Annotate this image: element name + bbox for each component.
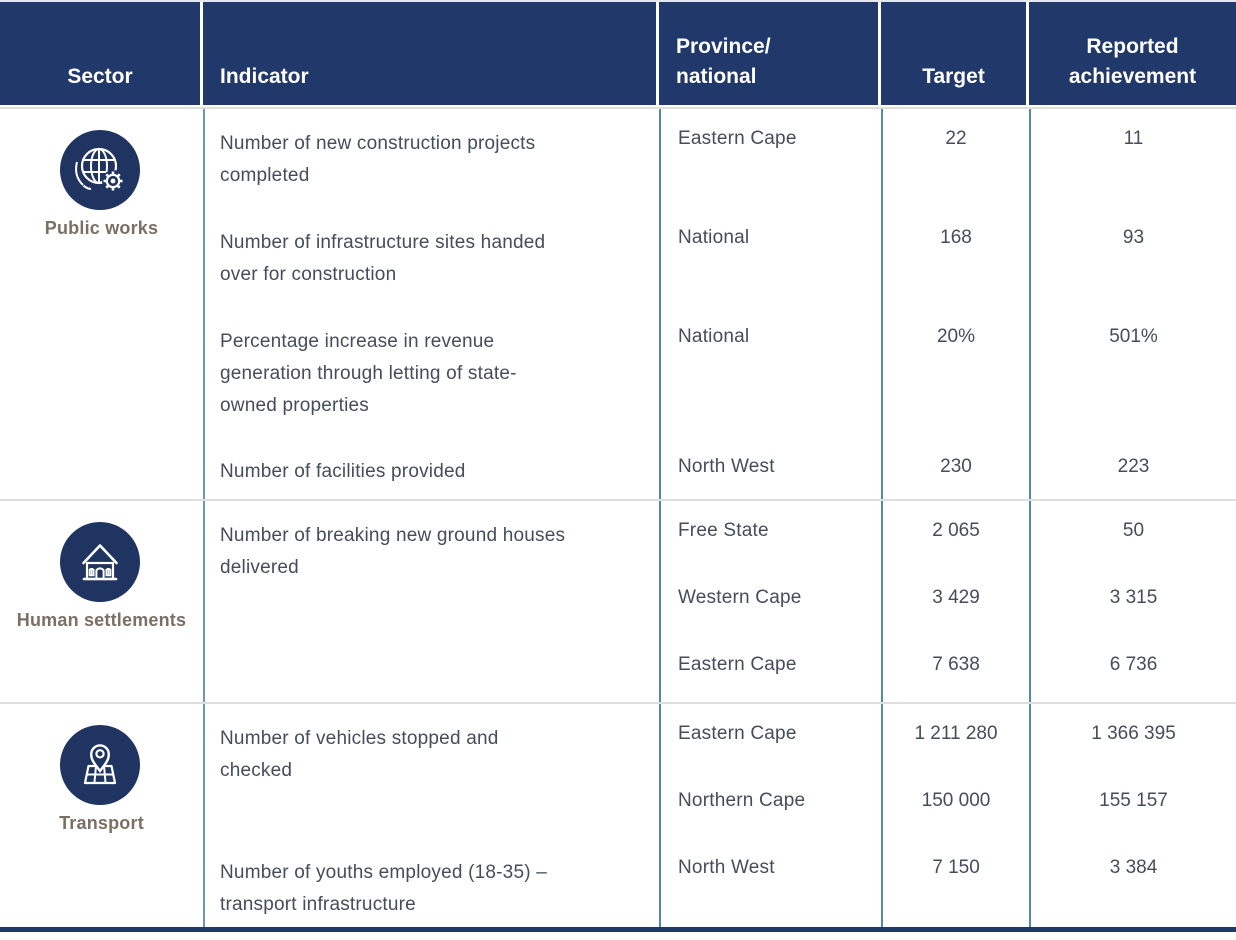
indicator-cell [203, 568, 659, 635]
target-cell: 3 429 [881, 568, 1029, 635]
col-header-target: Target [881, 2, 1029, 105]
target-cell: 22 [881, 109, 1029, 208]
sector-cell-public-works: Public works [0, 109, 203, 499]
province-cell: Eastern Cape [659, 635, 881, 702]
achievement-cell: 1 366 395 [1029, 704, 1236, 771]
achievement-cell: 50 [1029, 501, 1236, 568]
indicator-cell: Number of youths employed (18-35) – tran… [203, 838, 659, 927]
section-divider [0, 107, 1236, 109]
bottom-border-bar [0, 927, 1236, 932]
indicator-cell: Percentage increase in revenue generatio… [203, 307, 659, 437]
table-header-row: Sector Indicator Province/ national Targ… [0, 0, 1236, 105]
target-cell: 168 [881, 208, 1029, 307]
target-cell: 2 065 [881, 501, 1029, 568]
province-cell: National [659, 208, 881, 307]
achievement-cell: 3 384 [1029, 838, 1236, 927]
section-human-settlements: Human settlements Number of breaking new… [0, 501, 1236, 702]
achievement-cell: 93 [1029, 208, 1236, 307]
indicator-cell: Number of breaking new ground houses del… [203, 501, 659, 578]
indicator-cell: Number of vehicles stopped and checked [203, 704, 659, 781]
header-gap [0, 105, 1236, 107]
indicator-cell [203, 635, 659, 702]
target-cell: 230 [881, 437, 1029, 499]
target-cell: 1 211 280 [881, 704, 1029, 771]
province-cell: Western Cape [659, 568, 881, 635]
achievement-cell: 3 315 [1029, 568, 1236, 635]
achievement-cell: 223 [1029, 437, 1236, 499]
col-header-sector: Sector [0, 2, 203, 105]
indicator-cell: Number of infrastructure sites handed ov… [203, 208, 659, 307]
sector-label-public-works: Public works [44, 218, 159, 238]
achievement-cell: 6 736 [1029, 635, 1236, 702]
target-cell: 20% [881, 307, 1029, 437]
sector-cell-transport: Transport [0, 704, 203, 927]
province-cell: National [659, 307, 881, 437]
achievement-cell: 501% [1029, 307, 1236, 437]
col-header-indicator: Indicator [203, 2, 659, 105]
col-header-achievement: Reported achievement [1029, 2, 1236, 105]
sector-label-transport: Transport [59, 813, 144, 833]
sector-label-human-settlements: Human settlements [16, 610, 187, 630]
section-transport: Transport Number of vehicles stopped and… [0, 704, 1236, 927]
globe-gear-icon [60, 130, 140, 210]
achievement-cell: 11 [1029, 109, 1236, 208]
target-cell: 7 638 [881, 635, 1029, 702]
province-cell: Northern Cape [659, 771, 881, 838]
province-cell: North West [659, 437, 881, 499]
target-cell: 7 150 [881, 838, 1029, 927]
province-cell: Free State [659, 501, 881, 568]
indicator-cell: Number of new construction projects comp… [203, 109, 659, 208]
province-cell: North West [659, 838, 881, 927]
map-pin-icon [60, 725, 140, 805]
section-public-works: Public works Number of new construction … [0, 109, 1236, 499]
target-cell: 150 000 [881, 771, 1029, 838]
achievement-cell: 155 157 [1029, 771, 1236, 838]
indicator-cell [203, 771, 659, 838]
col-header-province: Province/ national [659, 2, 881, 105]
indicator-cell: Number of facilities provided [203, 437, 659, 499]
sector-cell-human-settlements: Human settlements [0, 501, 203, 702]
house-icon [60, 522, 140, 602]
section-divider [0, 702, 1236, 704]
province-cell: Eastern Cape [659, 704, 881, 771]
section-divider [0, 499, 1236, 501]
province-cell: Eastern Cape [659, 109, 881, 208]
